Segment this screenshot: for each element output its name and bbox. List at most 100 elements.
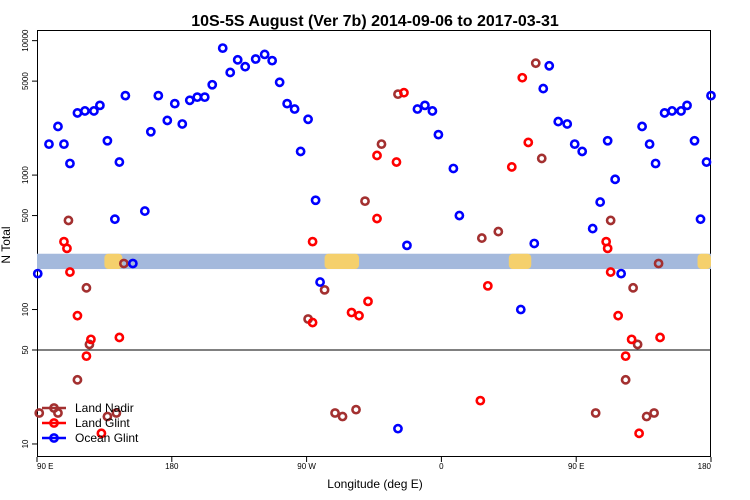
y-tick-label: 100: [21, 302, 30, 316]
ocean-glint-point: [667, 106, 677, 116]
land-glint-point: [114, 332, 125, 343]
land-nadir-point: [493, 226, 504, 237]
land-nadir-point: [632, 339, 643, 350]
ocean-glint-point: [109, 214, 120, 225]
y-tick-label: 10: [21, 439, 30, 448]
land-glint-point: [602, 243, 613, 254]
ocean-glint-point: [199, 92, 210, 103]
land-nadir-point: [530, 58, 541, 69]
y-tick-label: 500: [21, 208, 30, 222]
land-glint-point: [62, 243, 72, 254]
ocean-glint-point: [120, 90, 131, 101]
x-axis-label: Longitude (deg E): [327, 477, 422, 491]
ocean-glint-point: [695, 214, 706, 225]
legend-label-ocean-glint: Ocean Glint: [75, 431, 139, 445]
land-nadir-point: [649, 408, 659, 418]
land-glint-point: [72, 310, 83, 321]
ocean-glint-point: [127, 258, 138, 269]
land-nadir-point: [351, 404, 361, 415]
land-glint-point: [363, 296, 373, 307]
ocean-glint-point: [295, 146, 306, 157]
ocean-glint-point: [153, 90, 164, 101]
ocean-glint-point: [433, 129, 444, 140]
land-nadir-point: [641, 411, 652, 422]
ocean-glint-point: [44, 139, 54, 150]
land-glint-point: [620, 351, 631, 362]
ocean-glint-point: [274, 77, 285, 88]
land-band-segment: [508, 253, 532, 270]
ocean-glint-point: [689, 135, 700, 146]
land-glint-point: [307, 317, 318, 328]
land-glint-point: [354, 310, 364, 321]
land-glint-point: [86, 334, 96, 345]
ocean-glint-point: [102, 135, 113, 146]
plot-area: [37, 30, 711, 457]
x-tick-label: 180: [698, 462, 712, 471]
land-glint-point: [482, 280, 493, 291]
land-band-segment: [324, 253, 360, 270]
ocean-glint-point: [544, 60, 555, 71]
y-tick-label: 50: [21, 345, 30, 354]
land-nadir-point: [620, 374, 631, 385]
ocean-glint-point: [267, 55, 278, 66]
land-nadir-point: [337, 411, 348, 422]
ocean-glint-point: [177, 119, 188, 129]
ocean-glint-point: [139, 206, 150, 216]
ocean-glint-point: [650, 158, 661, 169]
data-points: [32, 43, 716, 439]
land-glint-point: [655, 332, 665, 343]
land-nadir-point: [81, 282, 92, 293]
x-tick-label: 180: [165, 462, 179, 471]
ocean-glint-point: [289, 104, 300, 114]
chart-title: 10S-5S August (Ver 7b) 2014-09-06 to 201…: [191, 13, 559, 30]
land-glint-point: [626, 334, 637, 345]
ocean-glint-point: [595, 197, 606, 207]
ocean-glint-point: [529, 238, 540, 249]
ocean-glint-point: [95, 100, 105, 111]
ocean-glint-point: [538, 83, 549, 94]
land-nadir-point: [536, 153, 547, 164]
land-glint-point: [391, 157, 402, 167]
legend-marker-land-glint: [49, 418, 59, 428]
ocean-glint-point: [577, 146, 588, 157]
land-band-segment: [104, 253, 123, 270]
ocean-glint-point: [682, 100, 692, 111]
ocean-glint-point: [562, 119, 573, 129]
land-glint-point: [346, 307, 357, 318]
land-glint-point: [475, 395, 486, 406]
legend-label-land-glint: Land Glint: [75, 416, 130, 430]
land-nadir-point: [476, 233, 487, 243]
ocean-glint-point: [454, 210, 465, 221]
ocean-glint-point: [393, 423, 403, 434]
ocean-glint-point: [602, 135, 613, 146]
ocean-glint-point: [659, 108, 670, 118]
ocean-glint-point: [207, 79, 218, 90]
ocean-glint-point: [53, 121, 63, 132]
legend-marker-land-nadir: [49, 403, 59, 413]
land-nadir-point: [63, 215, 74, 226]
ocean-glint-point: [412, 104, 423, 114]
legend-marker-ocean-glint: [49, 433, 59, 443]
x-tick-label: 90 E: [37, 462, 53, 471]
ocean-glint-point: [232, 54, 243, 65]
land-nadir-point: [84, 339, 95, 350]
ocean-glint-point: [250, 54, 261, 64]
land-glint-point: [613, 310, 624, 321]
land-glint-point: [307, 236, 318, 247]
land-nadir-point: [319, 284, 330, 295]
ocean-glint-point: [587, 223, 598, 234]
ocean-glint-point: [676, 106, 686, 116]
ocean-glint-point: [59, 139, 69, 150]
land-glint-point: [523, 137, 534, 148]
ocean-glint-point: [259, 49, 270, 60]
land-nadir-point: [360, 196, 370, 207]
ocean-glint-point: [282, 98, 293, 109]
y-tick-label: 5000: [21, 72, 30, 90]
land-glint-point: [372, 213, 382, 224]
ocean-glint-point: [610, 174, 621, 185]
ocean-glint-point: [80, 106, 90, 116]
land-nadir-point: [653, 258, 664, 269]
land-band-segment: [697, 253, 711, 270]
